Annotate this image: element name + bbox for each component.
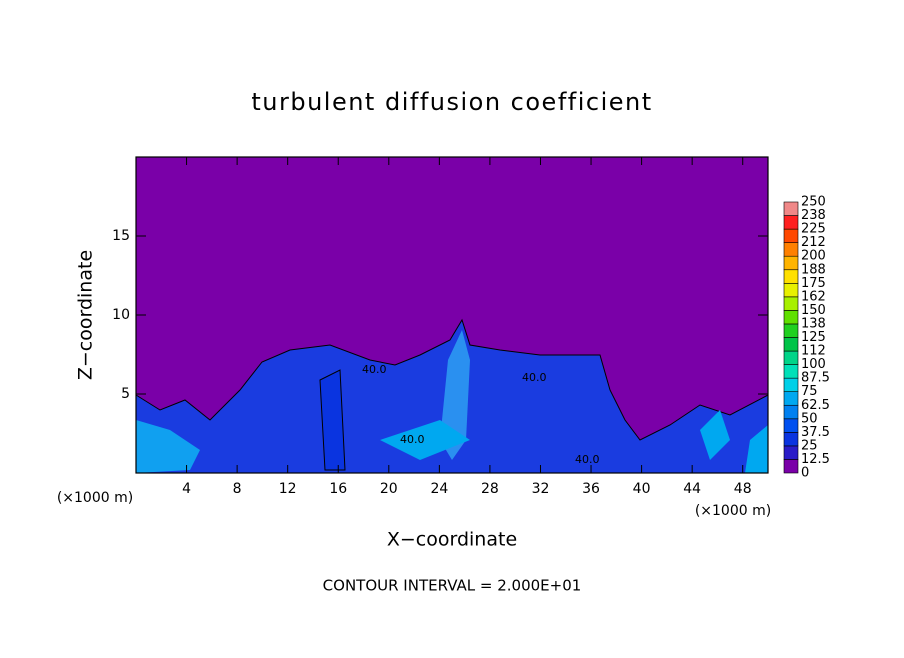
colorbar-label: 100 — [801, 357, 826, 372]
colorbar-label: 12.5 — [801, 452, 830, 467]
colorbar-swatch — [783, 337, 799, 352]
x-tick-label: 16 — [329, 481, 347, 497]
colorbar-label: 250 — [801, 195, 826, 210]
field-region — [745, 425, 768, 473]
colorbar-label: 25 — [801, 438, 818, 453]
colorbar-swatch — [783, 215, 799, 230]
colorbar-label: 238 — [801, 208, 826, 223]
field-region — [700, 410, 730, 460]
y-tick-label: 15 — [112, 228, 130, 244]
colorbar-label: 50 — [801, 411, 818, 426]
colorbar-swatch — [783, 228, 799, 243]
x-tick-label: 36 — [582, 481, 600, 497]
colorbar-label: 212 — [801, 235, 826, 250]
colorbar-label: 75 — [801, 384, 818, 399]
x-tick-label: 32 — [532, 481, 550, 497]
footer-note: CONTOUR INTERVAL = 2.000E+01 — [323, 577, 582, 595]
field-region — [380, 420, 470, 460]
x-axis-title: X−coordinate — [387, 529, 517, 551]
x-tick-label: 24 — [430, 481, 448, 497]
x-tick-label: 28 — [481, 481, 499, 497]
colorbar-label: 62.5 — [801, 398, 830, 413]
colorbar-swatch — [783, 432, 799, 447]
field-region — [319, 369, 346, 471]
colorbar-label: 125 — [801, 330, 826, 345]
colorbar-swatch — [783, 255, 799, 271]
colorbar-label: 200 — [801, 249, 826, 264]
colorbar-label: 112 — [801, 344, 826, 359]
colorbar-swatch — [783, 459, 799, 474]
colorbar-label: 188 — [801, 262, 826, 277]
colorbar-swatch — [783, 282, 799, 298]
colorbar-swatch — [783, 323, 799, 338]
colorbar-swatch — [783, 350, 799, 365]
colorbar-label: 37.5 — [801, 425, 830, 440]
y-axis-title: Z−coordinate — [75, 250, 97, 380]
colorbar-swatch — [783, 296, 799, 311]
chart-title: turbulent diffusion coefficient — [251, 88, 652, 116]
colorbar-label: 175 — [801, 276, 826, 291]
x-tick-label: 20 — [380, 481, 398, 497]
y-tick-label: 10 — [112, 307, 130, 323]
contour-label: 40.0 — [400, 433, 425, 446]
x-tick-label: 4 — [182, 481, 191, 497]
colorbar-label: 162 — [801, 289, 826, 304]
colorbar-swatch — [783, 445, 799, 460]
colorbar-swatch — [783, 404, 799, 420]
colorbar-swatch — [783, 391, 799, 406]
colorbar-swatch — [783, 269, 799, 284]
colorbar-label: 225 — [801, 222, 826, 237]
contour-label: 40.0 — [522, 371, 547, 384]
colorbar-label: 87.5 — [801, 371, 830, 386]
x-unit-label: (×1000 m) — [695, 503, 771, 519]
y-tick-label: 5 — [121, 386, 130, 402]
colorbar-swatch — [783, 364, 799, 379]
colorbar-swatch — [783, 377, 799, 392]
x-tick-label: 48 — [734, 481, 752, 497]
colorbar-label: 0 — [801, 466, 809, 481]
colorbar-swatch — [783, 242, 799, 257]
field — [135, 157, 769, 474]
colorbar-swatch — [783, 310, 799, 325]
x-tick-label: 12 — [279, 481, 297, 497]
field-region — [136, 420, 200, 473]
colorbar-label: 150 — [801, 303, 826, 318]
x-tick-label: 40 — [633, 481, 651, 497]
contour-label: 40.0 — [362, 363, 387, 376]
colorbar-swatch — [783, 201, 799, 216]
colorbar-swatch — [783, 418, 799, 433]
x-unit-label: (×1000 m) — [57, 490, 133, 506]
colorbar-label: 138 — [801, 316, 826, 331]
contour-label: 40.0 — [575, 453, 600, 466]
x-tick-label: 8 — [233, 481, 242, 497]
x-tick-label: 44 — [683, 481, 701, 497]
